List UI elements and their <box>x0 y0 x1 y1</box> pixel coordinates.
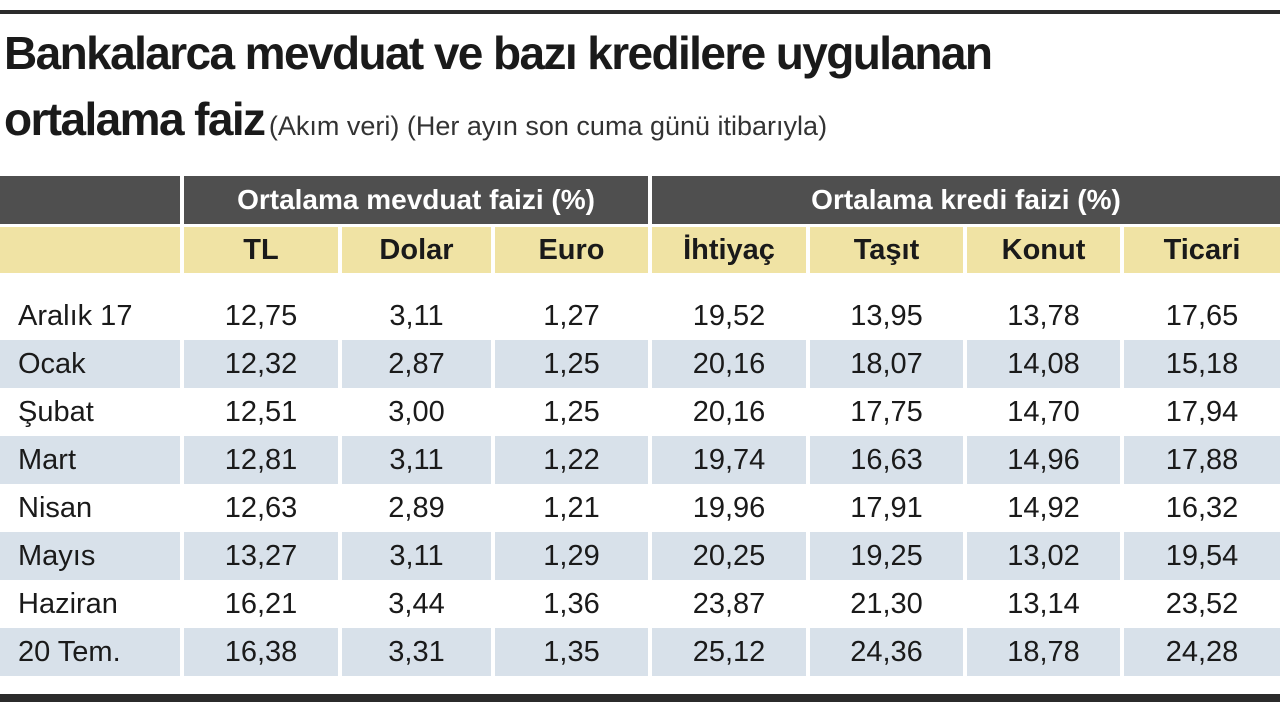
value-cell: 18,07 <box>810 340 963 388</box>
value-cell: 13,27 <box>184 532 338 580</box>
title: ortalama faiz <box>4 93 266 145</box>
value-cell: 3,31 <box>342 628 491 676</box>
value-cell: 1,27 <box>495 273 648 340</box>
value-cell: 1,21 <box>495 484 648 532</box>
value-cell: 16,38 <box>184 628 338 676</box>
row-label: Nisan <box>0 484 180 532</box>
value-cell: 19,54 <box>1124 532 1280 580</box>
value-cell: 1,25 <box>495 388 648 436</box>
title: Bankalarca mevduat ve bazı kredilere uyg… <box>4 27 993 79</box>
column-header: Ticari <box>1124 227 1280 273</box>
value-cell: 3,00 <box>342 388 491 436</box>
column-header: Taşıt <box>810 227 963 273</box>
column-header: Dolar <box>342 227 491 273</box>
row-label: Haziran <box>0 580 180 628</box>
row-label: Aralık 17 <box>0 273 180 340</box>
value-cell: 13,78 <box>967 273 1120 340</box>
value-cell: 20,25 <box>652 532 806 580</box>
header-corner <box>0 227 180 273</box>
value-cell: 2,87 <box>342 340 491 388</box>
value-cell: 1,22 <box>495 436 648 484</box>
top-rule <box>0 10 1280 14</box>
value-cell: 12,51 <box>184 388 338 436</box>
value-cell: 3,44 <box>342 580 491 628</box>
column-header: İhtiyaç <box>652 227 806 273</box>
value-cell: 12,81 <box>184 436 338 484</box>
value-cell: 1,35 <box>495 628 648 676</box>
value-cell: 20,16 <box>652 388 806 436</box>
row-label: Ocak <box>0 340 180 388</box>
value-cell: 14,70 <box>967 388 1120 436</box>
value-cell: 23,87 <box>652 580 806 628</box>
value-cell: 25,12 <box>652 628 806 676</box>
value-cell: 16,21 <box>184 580 338 628</box>
value-cell: 17,75 <box>810 388 963 436</box>
value-cell: 16,63 <box>810 436 963 484</box>
value-cell: 1,25 <box>495 340 648 388</box>
row-label: 20 Tem. <box>0 628 180 676</box>
value-cell: 21,30 <box>810 580 963 628</box>
row-label: Şubat <box>0 388 180 436</box>
value-cell: 17,94 <box>1124 388 1280 436</box>
value-cell: 14,96 <box>967 436 1120 484</box>
value-cell: 24,28 <box>1124 628 1280 676</box>
group-header: Ortalama mevduat faizi (%) <box>184 176 648 224</box>
value-cell: 24,36 <box>810 628 963 676</box>
value-cell: 13,95 <box>810 273 963 340</box>
value-cell: 17,91 <box>810 484 963 532</box>
value-cell: 12,32 <box>184 340 338 388</box>
value-cell: 3,11 <box>342 436 491 484</box>
title-line: ortalama faiz (Akım veri) (Her ayın son … <box>4 92 827 146</box>
value-cell: 20,16 <box>652 340 806 388</box>
value-cell: 3,11 <box>342 273 491 340</box>
value-cell: 1,36 <box>495 580 648 628</box>
value-cell: 19,25 <box>810 532 963 580</box>
value-cell: 13,02 <box>967 532 1120 580</box>
column-header: Konut <box>967 227 1120 273</box>
value-cell: 3,11 <box>342 532 491 580</box>
value-cell: 1,29 <box>495 532 648 580</box>
column-header: TL <box>184 227 338 273</box>
value-cell: 17,88 <box>1124 436 1280 484</box>
column-header: Euro <box>495 227 648 273</box>
value-cell: 19,74 <box>652 436 806 484</box>
value-cell: 18,78 <box>967 628 1120 676</box>
value-cell: 12,75 <box>184 273 338 340</box>
value-cell: 23,52 <box>1124 580 1280 628</box>
group-header: Ortalama kredi faizi (%) <box>652 176 1280 224</box>
value-cell: 13,14 <box>967 580 1120 628</box>
value-cell: 19,96 <box>652 484 806 532</box>
value-cell: 15,18 <box>1124 340 1280 388</box>
value-cell: 12,63 <box>184 484 338 532</box>
value-cell: 14,08 <box>967 340 1120 388</box>
header-corner <box>0 176 180 224</box>
value-cell: 14,92 <box>967 484 1120 532</box>
subtitle: (Akım veri) (Her ayın son cuma günü itib… <box>268 111 828 141</box>
value-cell: 2,89 <box>342 484 491 532</box>
value-cell: 19,52 <box>652 273 806 340</box>
row-label: Mayıs <box>0 532 180 580</box>
value-cell: 17,65 <box>1124 273 1280 340</box>
value-cell: 16,32 <box>1124 484 1280 532</box>
bottom-rule <box>0 694 1280 702</box>
row-label: Mart <box>0 436 180 484</box>
